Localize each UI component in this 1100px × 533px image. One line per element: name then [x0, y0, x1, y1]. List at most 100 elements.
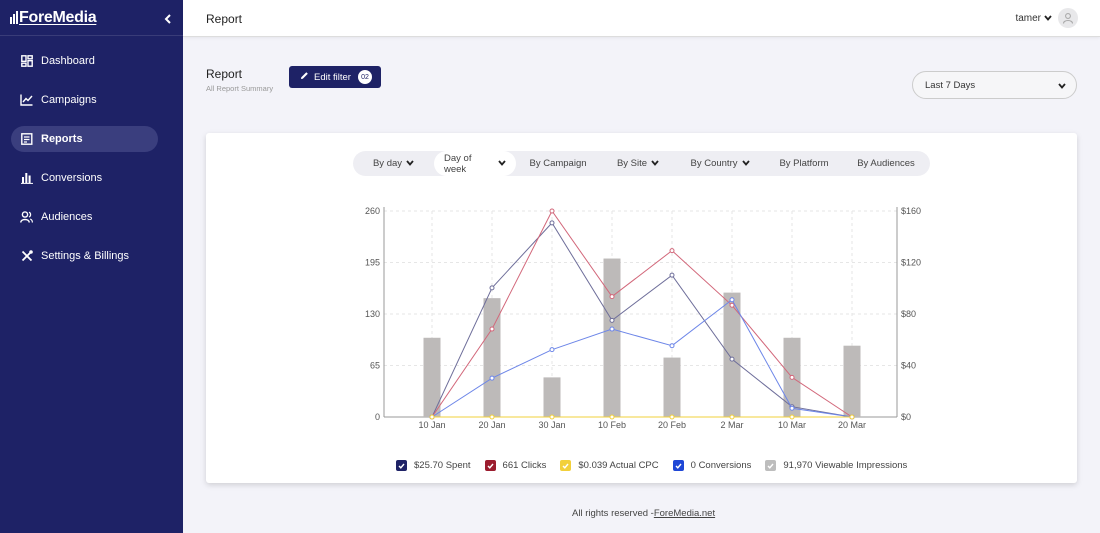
- chart-point: [549, 414, 555, 420]
- chart-point: [609, 317, 615, 323]
- dashboard-icon: [20, 55, 33, 68]
- tab-label: By Audiences: [857, 158, 915, 169]
- report-heading: Report All Report Summary: [206, 67, 273, 93]
- sidebar-item-conversions[interactable]: Conversions: [11, 165, 158, 191]
- tab-by-platform[interactable]: By Platform: [764, 151, 844, 176]
- x-tick-label: 10 Feb: [598, 420, 626, 430]
- report-group-tabs: By day Day of week By Campaign By Site B…: [353, 151, 930, 176]
- tab-by-day[interactable]: By day: [353, 151, 434, 176]
- x-tick-label: 10 Mar: [778, 420, 806, 430]
- chart-point: [489, 285, 495, 291]
- brand[interactable]: ForeMedia: [0, 0, 183, 36]
- y-right-tick-label: $120: [901, 258, 921, 268]
- users-icon: [20, 211, 33, 224]
- tools-icon: [20, 250, 33, 263]
- tab-label: By Country: [690, 158, 738, 169]
- tab-label: By day: [372, 158, 403, 169]
- report-subtitle: All Report Summary: [206, 84, 274, 93]
- legend-item-actual-cpc[interactable]: $0.039 Actual CPC: [560, 460, 659, 471]
- y-left-tick-label: 65: [370, 361, 380, 371]
- logo-icon: [10, 11, 18, 24]
- report-chart-card: By day Day of week By Campaign By Site B…: [206, 133, 1077, 483]
- page-title: Report: [206, 12, 243, 26]
- tab-by-country[interactable]: By Country: [676, 151, 764, 176]
- chart-point: [609, 326, 615, 332]
- chevron-down-icon: [1058, 81, 1066, 92]
- date-range-value: Last 7 Days: [925, 79, 976, 91]
- chart-point: [669, 343, 675, 349]
- checkbox-icon: [672, 460, 684, 471]
- footer-link[interactable]: ForeMedia.net: [653, 508, 716, 519]
- chart-point: [489, 375, 495, 381]
- chart-bar: [423, 337, 441, 417]
- y-right-tick-label: $0: [901, 412, 911, 422]
- chart-point: [789, 405, 795, 411]
- edit-filter-button[interactable]: Edit filter 02: [289, 66, 381, 88]
- date-range-select[interactable]: Last 7 Days: [912, 71, 1077, 99]
- report-icon: [20, 133, 33, 146]
- chevron-down-icon: [741, 158, 750, 169]
- legend-item-clicks[interactable]: 661 Clicks: [484, 460, 547, 471]
- sidebar-item-label: Conversions: [41, 172, 103, 184]
- chart-point: [489, 414, 495, 420]
- chart-point: [489, 326, 495, 332]
- sidebar-item-audiences[interactable]: Audiences: [11, 204, 158, 230]
- avatar[interactable]: [1058, 8, 1078, 28]
- tab-by-audiences[interactable]: By Audiences: [844, 151, 928, 176]
- sidebar: ForeMedia Dashboard Campaigns Reports: [0, 0, 183, 533]
- legend-label: $25.70 Spent: [414, 460, 471, 471]
- checkbox-icon: [765, 460, 777, 471]
- x-tick-label: 2 Mar: [720, 420, 743, 430]
- legend-label: 91,970 Viewable Impressions: [783, 460, 908, 471]
- sidebar-item-reports[interactable]: Reports: [11, 126, 158, 152]
- tab-by-campaign[interactable]: By Campaign: [516, 151, 600, 176]
- filter-count-badge: 02: [358, 70, 372, 84]
- tab-label: By Site: [616, 158, 648, 169]
- footer: All rights reserved -ForeMedia.net: [572, 508, 715, 519]
- sidebar-item-settings-billings[interactable]: Settings & Billings: [11, 243, 158, 269]
- sidebar-item-label: Reports: [41, 133, 83, 145]
- tab-label: Day of week: [444, 152, 472, 175]
- chart-point: [729, 356, 735, 362]
- chart-point: [789, 374, 795, 380]
- checkbox-icon: [484, 460, 496, 471]
- chart-point: [729, 297, 735, 303]
- pencil-icon: [300, 71, 309, 83]
- y-left-tick-label: 260: [365, 206, 380, 216]
- chart-series-line: [431, 222, 853, 418]
- collapse-sidebar-button[interactable]: [160, 11, 176, 27]
- legend-item-spent[interactable]: $25.70 Spent: [396, 460, 471, 471]
- legend-item-conversions[interactable]: 0 Conversions: [672, 460, 751, 471]
- chart-point: [789, 414, 795, 420]
- y-right-tick-label: $160: [901, 206, 921, 216]
- y-left-tick-label: 195: [365, 258, 380, 268]
- x-tick-label: 30 Jan: [538, 420, 565, 430]
- checkbox-icon: [396, 460, 407, 471]
- sidebar-nav: Dashboard Campaigns Reports Conversions …: [0, 48, 183, 269]
- sidebar-item-dashboard[interactable]: Dashboard: [11, 48, 158, 74]
- chart-bar: [843, 345, 861, 417]
- tab-day-of-week[interactable]: Day of week: [434, 151, 516, 176]
- tab-by-site[interactable]: By Site: [600, 151, 676, 176]
- chart-point: [429, 414, 435, 420]
- user-menu[interactable]: tamer: [1015, 8, 1078, 28]
- tab-label: By Campaign: [529, 158, 587, 169]
- chart-bar: [483, 298, 501, 417]
- chart-point: [669, 272, 675, 278]
- bar-chart-icon: [20, 172, 33, 185]
- legend-label: $0.039 Actual CPC: [578, 460, 659, 471]
- sidebar-item-campaigns[interactable]: Campaigns: [11, 87, 158, 113]
- chart-point: [549, 208, 555, 214]
- sidebar-item-label: Settings & Billings: [41, 250, 130, 262]
- legend-label: 661 Clicks: [502, 460, 547, 471]
- y-left-tick-label: 130: [365, 309, 380, 319]
- chart-point: [729, 302, 735, 308]
- x-tick-label: 20 Feb: [658, 420, 686, 430]
- chart-bar: [723, 292, 741, 417]
- y-left-tick-label: 0: [375, 412, 380, 422]
- chart-legend: $25.70 Spent 661 Clicks $0.039 Actual CP…: [396, 460, 921, 471]
- legend-item-viewable-impressions[interactable]: 91,970 Viewable Impressions: [765, 460, 907, 471]
- top-bar: Report tamer: [183, 0, 1100, 37]
- chart-series-line: [431, 298, 853, 418]
- y-right-tick-label: $80: [901, 309, 916, 319]
